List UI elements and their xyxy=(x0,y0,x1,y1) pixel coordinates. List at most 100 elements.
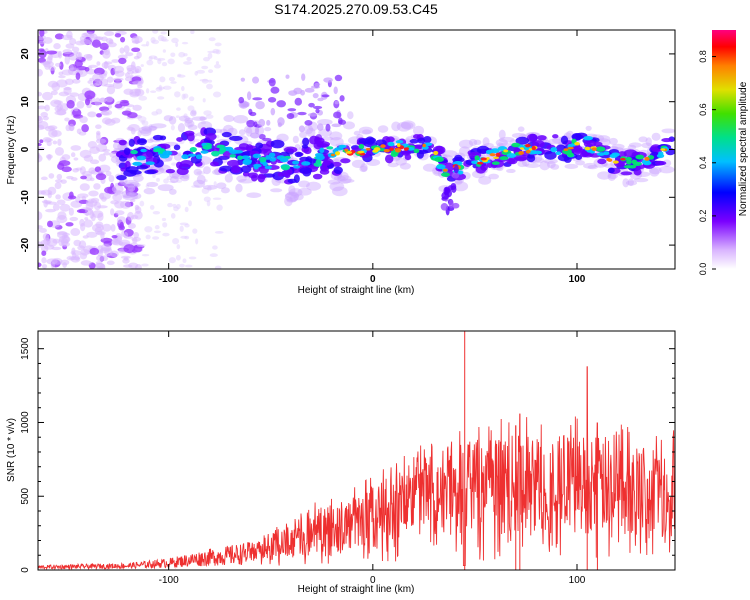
halo-blob xyxy=(649,167,660,177)
band-blob xyxy=(323,160,331,166)
noise-speck xyxy=(118,57,127,65)
halo-blob xyxy=(126,191,138,197)
wisp-blob xyxy=(240,77,246,82)
noise-speck xyxy=(89,177,95,182)
core-blob xyxy=(154,147,163,152)
halo-blob xyxy=(246,192,262,198)
wisp-blob xyxy=(333,111,342,119)
spectrogram-ytick-label: 20 xyxy=(20,48,31,60)
noise-speck xyxy=(151,111,159,116)
hot-blob xyxy=(394,148,402,153)
spectrogram-xtick-label: -100 xyxy=(159,274,179,285)
noise-speck xyxy=(106,260,115,266)
noise-speck xyxy=(51,246,62,251)
band-blob xyxy=(210,161,220,167)
noise-speck xyxy=(146,59,154,66)
halo-blob xyxy=(459,146,471,157)
noise-speck xyxy=(127,223,136,229)
noise-speck xyxy=(127,112,138,119)
band-blob xyxy=(294,151,303,158)
halo-blob xyxy=(358,126,374,135)
hot-blob xyxy=(489,153,496,157)
noise-speck xyxy=(110,223,116,232)
noise-speck xyxy=(212,48,220,54)
noise-speck xyxy=(152,173,156,179)
band-blob xyxy=(623,149,638,158)
noise-speck xyxy=(50,99,62,108)
hot-blob xyxy=(660,148,666,151)
noise-speck xyxy=(131,40,141,44)
core-blob xyxy=(387,141,395,147)
noise-speck xyxy=(106,85,116,95)
band-blob xyxy=(205,133,217,141)
noise-speck xyxy=(162,222,168,228)
halo-blob xyxy=(661,128,675,134)
halo-blob xyxy=(633,177,649,183)
band-blob xyxy=(116,175,127,181)
hot-blob xyxy=(383,149,390,153)
noise-speck xyxy=(91,39,101,48)
wisp-blob xyxy=(249,132,260,139)
noise-speck xyxy=(59,103,69,112)
wisp-blob xyxy=(254,127,260,135)
noise-speck xyxy=(68,53,79,61)
noise-speck xyxy=(38,57,46,63)
core-blob xyxy=(189,146,197,153)
noise-speck xyxy=(46,238,58,247)
noise-speck xyxy=(107,42,117,48)
noise-speck xyxy=(111,185,124,193)
halo-blob xyxy=(377,125,389,133)
core-blob xyxy=(268,152,276,158)
band-blob xyxy=(575,154,583,160)
snr-ylabel: SNR (10 * v/v) xyxy=(6,418,17,482)
halo-blob xyxy=(396,121,412,132)
halo-blob xyxy=(604,163,615,169)
noise-speck xyxy=(136,243,146,247)
noise-speck xyxy=(166,175,173,181)
wisp-blob xyxy=(252,76,260,84)
halo-blob xyxy=(495,138,508,147)
core-blob xyxy=(623,165,633,169)
noise-speck xyxy=(38,154,43,163)
halo-blob xyxy=(597,171,612,180)
noise-speck xyxy=(132,80,143,85)
noise-speck xyxy=(105,170,112,177)
noise-speck xyxy=(184,235,190,240)
halo-blob xyxy=(193,179,206,188)
band-blob xyxy=(537,135,547,141)
band-blob xyxy=(144,169,157,175)
noise-speck xyxy=(162,85,172,90)
band-blob xyxy=(176,137,183,142)
noise-speck xyxy=(92,73,104,83)
core-blob xyxy=(265,155,271,160)
halo-blob xyxy=(146,181,159,188)
halo-blob xyxy=(333,175,346,181)
halo-blob xyxy=(543,158,558,164)
hot-blob xyxy=(612,160,619,164)
noise-speck xyxy=(123,45,130,54)
halo-blob xyxy=(178,115,190,122)
hot-blob xyxy=(476,161,484,165)
noise-speck xyxy=(145,234,151,240)
noise-speck xyxy=(213,181,217,187)
noise-speck xyxy=(78,240,87,249)
band-blob xyxy=(316,141,330,148)
noise-speck xyxy=(140,64,144,67)
noise-speck xyxy=(122,195,132,199)
noise-speck xyxy=(127,70,135,75)
band-blob xyxy=(242,171,250,177)
halo-blob xyxy=(353,130,361,136)
noise-speck xyxy=(214,230,224,234)
band-blob xyxy=(138,139,147,144)
noise-speck xyxy=(98,153,107,162)
halo-blob xyxy=(124,181,141,188)
wisp-blob xyxy=(338,117,343,125)
noise-speck xyxy=(157,96,165,100)
spectrogram-ylabel: Frequency (Hz) xyxy=(6,116,17,185)
core-blob xyxy=(195,154,203,160)
noise-speck xyxy=(201,78,209,84)
hot-blob xyxy=(518,150,524,155)
noise-speck xyxy=(175,42,179,48)
noise-speck xyxy=(188,200,192,207)
